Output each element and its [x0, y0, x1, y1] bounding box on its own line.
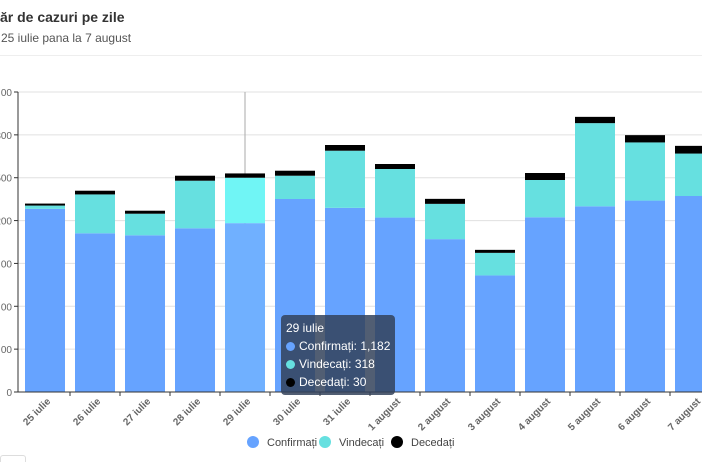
bar-confirmai: [125, 235, 165, 392]
y-tick-label: 00: [1, 259, 13, 270]
bar-decedai: [175, 175, 215, 181]
x-tick-label: 28 iulie: [171, 396, 203, 428]
tooltip-vindecati: Vindecați: 318: [299, 357, 375, 371]
y-tick-label: 500: [0, 174, 12, 185]
bar-vindecai: [575, 123, 615, 207]
x-tick-label: 26 iulie: [71, 396, 103, 428]
bar-decedai: [325, 145, 365, 151]
tooltip-confirmati: Confirmați: 1,182: [299, 339, 391, 353]
x-tick-label: 7 august: [666, 396, 702, 433]
chart-tooltip: 29 iulie Confirmați: 1,182 Vindecați: 31…: [281, 315, 396, 395]
legend-label: Decedați: [411, 437, 454, 449]
legend-marker-decedai-icon: [391, 436, 403, 448]
header-divider: [0, 55, 702, 56]
x-tick-label: 4 august: [516, 396, 553, 433]
bar-decedai: [275, 170, 315, 176]
bar-decedai: [425, 198, 465, 204]
tooltip-title: 29 iulie: [286, 321, 325, 335]
bar-decedai: [225, 173, 265, 178]
bar-decedai: [375, 164, 415, 169]
y-tick-label: 00: [1, 345, 13, 356]
confirmati-dot-icon: [286, 342, 295, 351]
x-tick-label: 2 august: [416, 396, 453, 433]
bar-vindecai: [475, 252, 515, 276]
legend-label: Vindecați: [339, 437, 384, 449]
bar-vindecai: [325, 150, 365, 208]
decedati-dot-icon: [286, 378, 295, 387]
bar-vindecai: [525, 180, 565, 218]
bar-confirmai: [675, 196, 702, 392]
bar-decedai: [625, 135, 665, 143]
x-tick-label: 29 iulie: [221, 396, 253, 428]
legend-label: Confirmați: [267, 437, 317, 449]
vindecati-dot-icon: [286, 360, 295, 369]
y-tick-label: 00: [1, 302, 13, 313]
chart-title: ăr de cazuri pe zile: [0, 9, 125, 25]
bar-decedai: [125, 210, 165, 214]
bar-vindecai: [675, 153, 702, 196]
x-tick-label: 30 iulie: [271, 396, 303, 428]
y-tick-label: 0: [6, 388, 12, 399]
bar-decedai: [75, 190, 115, 195]
bar-vindecai: [25, 205, 65, 209]
x-tick-label: 6 august: [616, 396, 653, 433]
bar-confirmai: [25, 208, 65, 392]
bar-vindecai: [225, 177, 265, 224]
chart-subtitle: 25 iulie pana la 7 august: [1, 31, 132, 45]
bar-decedai: [475, 249, 515, 253]
legend-marker-vindecai-icon: [319, 436, 331, 448]
legend-marker-confirmai-icon: [247, 436, 259, 448]
x-tick-label: 3 august: [466, 396, 503, 433]
bar-vindecai: [425, 203, 465, 240]
tooltip-row-confirmati: Confirmați: 1,182: [286, 337, 390, 355]
bar-decedai: [25, 203, 65, 206]
tooltip-decedati: Decedați: 30: [299, 375, 367, 389]
y-tick-label: 00: [1, 88, 13, 99]
y-tick-label: 800: [0, 131, 12, 142]
bar-decedai: [675, 145, 702, 154]
bar-confirmai: [625, 200, 665, 392]
bar-vindecai: [125, 213, 165, 236]
bar-vindecai: [275, 175, 315, 199]
y-tick-label: 200: [0, 217, 12, 228]
bar-confirmai: [425, 239, 465, 392]
bar-confirmai: [475, 275, 515, 392]
bar-confirmai: [175, 228, 215, 392]
bar-confirmai: [575, 206, 615, 392]
bar-decedai: [525, 173, 565, 180]
tooltip-row-vindecati: Vindecați: 318: [286, 355, 390, 373]
tooltip-row-decedati: Decedați: 30: [286, 373, 390, 391]
x-tick-label: 27 iulie: [121, 396, 153, 428]
x-tick-label: 25 iulie: [21, 396, 53, 428]
bar-confirmai: [225, 223, 265, 392]
bar-vindecai: [175, 180, 215, 229]
bar-vindecai: [75, 194, 115, 234]
bar-vindecai: [375, 169, 415, 218]
x-tick-label: 31 iulie: [321, 396, 353, 428]
bar-confirmai: [75, 233, 115, 392]
bar-decedai: [575, 116, 615, 124]
x-tick-label: 5 august: [566, 396, 603, 433]
x-tick-label: 1 august: [366, 396, 403, 433]
bar-confirmai: [525, 217, 565, 392]
bar-vindecai: [625, 142, 665, 201]
